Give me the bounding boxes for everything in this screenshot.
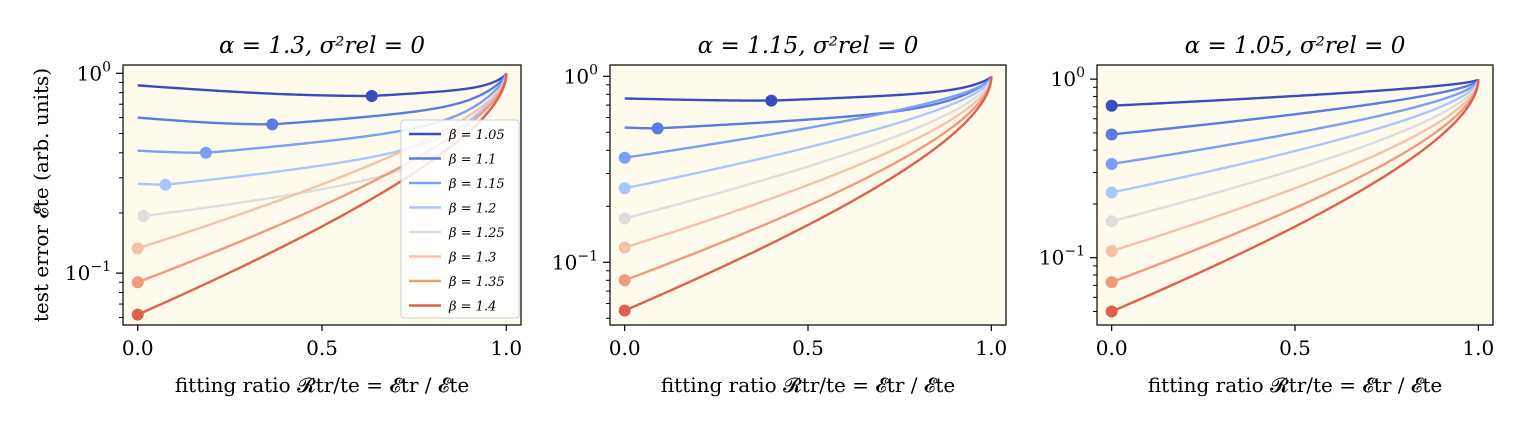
y-tick-label: 100 [77,59,111,85]
series-line-6 [1111,79,1480,253]
series-line-6 [624,76,993,249]
optimum-dot-4 [159,178,172,191]
panel-title: α = 1.15, σ²rel = 0 [698,33,919,59]
optimum-dot-8 [131,308,144,321]
x-tick-label: 1.0 [975,336,1007,360]
panel-title: α = 1.3, σ²rel = 0 [219,33,425,59]
legend: β = 1.05 β = 1.1 β = 1.15 β = 1.2 β = 1.25 β … [400,119,520,319]
series-line-4 [624,76,993,190]
optimum-dot-1 [1105,99,1118,112]
x-tick-label: 0.5 [306,336,338,360]
plot-area [610,65,1006,325]
legend-label-7: β = 1.35 [448,275,505,290]
series-line-3 [624,76,993,159]
series-line-5 [624,76,993,220]
legend-label-3: β = 1.15 [448,177,505,192]
optimum-dot-5 [618,212,631,225]
series-line-2 [137,73,508,126]
optimum-dot-6 [1105,245,1118,258]
optimum-dot-2 [1105,128,1118,141]
panel-3: 0.0 0.5 1.0 100 10−1 α = 1.05, σ²rel = 0 fitti… [1039,33,1494,397]
series-line-5 [1111,79,1480,223]
series-line-8 [1111,79,1480,313]
plot-area [1097,65,1493,325]
legend-box [400,119,520,319]
x-tick-label: 0.0 [122,336,154,360]
series-line-7 [1111,79,1480,284]
series-line-1 [1111,78,1480,107]
x-tick-label: 1.0 [1462,336,1494,360]
optimum-dot-4 [1105,186,1118,199]
legend-label-1: β = 1.05 [448,128,505,143]
panel-title: α = 1.05, σ²rel = 0 [1185,33,1406,59]
series-line-2 [1111,79,1480,136]
x-tick-label: 0.5 [1279,336,1311,360]
y-tick-label: 100 [564,62,598,88]
optimum-dot-6 [618,241,631,254]
x-axis-label: fitting ratio 𝓡tr/te = 𝓔tr / 𝓔te [661,373,955,397]
optimum-dot-2 [266,118,279,131]
series-line-1 [137,73,508,98]
optimum-dot-4 [618,182,631,195]
x-tick-label: 0.0 [1096,336,1128,360]
y-tick-label: 10−1 [1039,244,1085,270]
optimum-dot-3 [199,146,212,159]
series-line-3 [1111,79,1480,166]
legend-label-2: β = 1.1 [448,153,496,168]
x-tick-label: 1.0 [490,336,522,360]
optimum-dot-2 [651,122,664,135]
optimum-dot-5 [137,210,150,223]
panel-1: 0.0 0.5 1.0 100 10−1 α = 1.3, σ²rel = 0 fittin… [29,33,522,397]
optimum-dot-7 [131,276,144,289]
series-line-1 [624,76,993,102]
y-tick-label: 10−1 [65,259,111,285]
optimum-dot-5 [1105,215,1118,228]
optimum-dot-8 [1105,305,1118,318]
optimum-dot-1 [765,94,778,107]
legend-label-4: β = 1.2 [448,202,496,217]
panel-2: 0.0 0.5 1.0 100 10−1 α = 1.15, σ²rel = 0 fitti… [552,33,1007,397]
y-tick-label: 100 [1051,65,1085,91]
y-axis-label: test error 𝓔te (arb. units) [29,68,53,322]
optimum-dot-7 [618,274,631,287]
series-line-7 [624,76,993,282]
optimum-dot-3 [618,151,631,164]
optimum-dot-6 [131,242,144,255]
series-line-4 [1111,79,1480,194]
legend-label-6: β = 1.3 [448,251,496,266]
y-tick-label: 10−1 [552,248,598,274]
x-tick-label: 0.0 [609,336,641,360]
legend-label-5: β = 1.25 [448,226,505,241]
legend-label-8: β = 1.4 [448,300,496,315]
optimum-dot-8 [618,304,631,317]
x-axis-label: fitting ratio 𝓡tr/te = 𝓔tr / 𝓔te [175,373,469,397]
x-axis-label: fitting ratio 𝓡tr/te = 𝓔tr / 𝓔te [1148,373,1442,397]
optimum-dot-1 [365,89,378,102]
x-tick-label: 0.5 [792,336,824,360]
optimum-dot-3 [1105,157,1118,170]
optimum-dot-7 [1105,276,1118,289]
series-line-8 [624,76,993,312]
